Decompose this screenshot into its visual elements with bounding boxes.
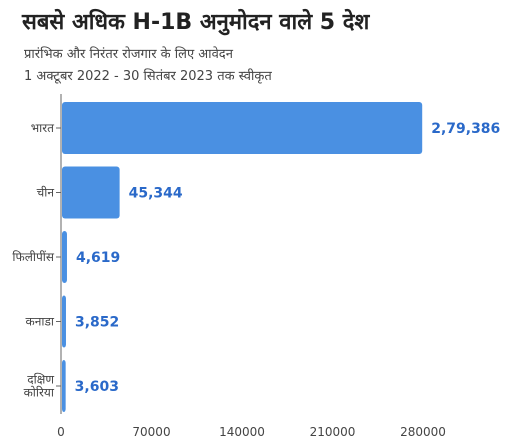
category-label-3: कनाडा [25, 315, 54, 329]
x-tick-label-3: 210000 [310, 425, 356, 439]
value-label-4: 3,603 [75, 379, 119, 395]
bar-1 [62, 166, 120, 219]
value-label-3: 3,852 [75, 315, 119, 331]
x-tick-label-2: 140000 [219, 425, 265, 439]
x-tick-label-1: 70000 [132, 425, 170, 439]
bar-0 [62, 102, 423, 154]
value-label-0: 2,79,386 [431, 121, 500, 137]
bar-3 [62, 295, 66, 348]
x-tick-label-4: 280000 [400, 425, 446, 439]
bar-2 [62, 231, 67, 283]
category-label-4-line-0: दक्षिण [27, 373, 54, 387]
chart-subtitle-line-2: 1 अक्टूबर 2022 - 30 सितंबर 2023 तक स्वीक… [24, 69, 272, 84]
category-label-0: भारत [31, 121, 55, 135]
value-label-1: 45,344 [129, 186, 183, 202]
chart-subtitle-line-1: प्रारंभिक और निरंतर रोजगार के लिए आवेदन [24, 47, 233, 62]
value-label-2: 4,619 [76, 250, 120, 266]
category-label-4-line-1: कोरिया [24, 386, 55, 400]
chart-title: सबसे अधिक H-1B अनुमोदन वाले 5 देश [22, 10, 370, 35]
category-label-1: चीन [37, 186, 55, 200]
category-label-2: फिलीपींस [12, 250, 55, 264]
x-tick-label-0: 0 [57, 425, 65, 439]
bar-4 [62, 360, 66, 412]
